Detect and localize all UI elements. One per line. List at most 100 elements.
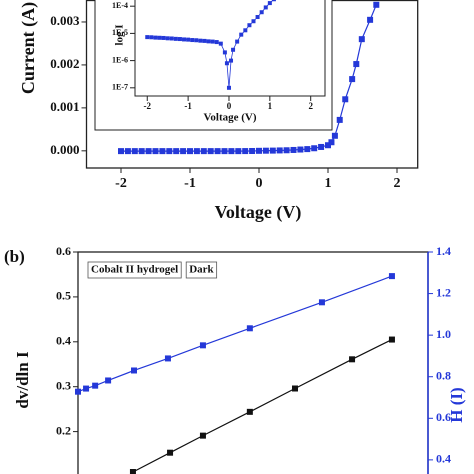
data-point xyxy=(214,40,219,45)
y2-tick-label: 1.4 xyxy=(436,244,451,258)
data-point xyxy=(331,132,338,139)
data-point xyxy=(177,37,182,42)
data-point xyxy=(92,382,99,389)
data-point xyxy=(182,37,187,42)
data-point xyxy=(202,38,207,43)
series-line xyxy=(147,0,274,88)
y-axis-label: log I xyxy=(114,24,126,45)
data-point xyxy=(166,148,173,155)
data-point xyxy=(358,36,365,43)
data-point xyxy=(243,28,248,33)
legend-annotation: Dark xyxy=(189,264,214,276)
y-tick-label: 0.3 xyxy=(56,378,71,392)
series-line xyxy=(77,275,393,393)
x-tick-label: 1 xyxy=(325,176,332,191)
data-point xyxy=(198,38,203,43)
data-point xyxy=(373,1,380,8)
data-point xyxy=(311,145,318,152)
y2-tick-label: 0.8 xyxy=(436,368,451,382)
y-axis-label: Current (A) xyxy=(18,2,39,94)
data-point xyxy=(276,147,283,154)
x-tick-label: 2 xyxy=(394,176,401,191)
panel-label: (b) xyxy=(4,247,25,266)
data-point xyxy=(169,36,174,41)
data-point xyxy=(199,342,206,349)
data-point xyxy=(263,5,268,10)
plot-frame xyxy=(134,0,326,97)
data-point xyxy=(269,147,276,154)
data-point xyxy=(145,148,152,155)
x-axis-label: Voltage (V) xyxy=(203,112,256,124)
data-point xyxy=(186,37,191,42)
data-point xyxy=(210,39,215,44)
data-point xyxy=(249,147,256,154)
data-point xyxy=(304,146,311,153)
data-point xyxy=(173,36,178,41)
data-point xyxy=(165,36,170,41)
data-point xyxy=(167,449,174,456)
data-point xyxy=(283,147,290,154)
data-point xyxy=(342,96,349,103)
data-point xyxy=(242,148,249,155)
y-tick-label: 0.003 xyxy=(50,13,80,28)
data-point xyxy=(271,0,276,2)
y-tick-label: 0.2 xyxy=(56,423,71,437)
data-point xyxy=(255,15,260,20)
data-point xyxy=(224,61,229,66)
data-point xyxy=(349,356,356,363)
x-tick-label: 0 xyxy=(256,176,263,191)
data-point xyxy=(388,336,395,343)
data-point xyxy=(292,385,298,392)
legend-box xyxy=(87,261,182,279)
x-tick-label: 1 xyxy=(268,101,273,111)
y2-tick-label: 0.6 xyxy=(436,410,451,424)
data-point xyxy=(239,32,244,37)
data-point xyxy=(229,58,234,63)
y2-tick-label: 1.2 xyxy=(436,285,451,299)
data-point xyxy=(200,148,207,155)
x-tick-label: -2 xyxy=(144,101,152,111)
y2-axis-label: H (I) xyxy=(447,387,466,422)
data-point xyxy=(318,299,325,306)
data-point xyxy=(161,35,166,40)
x-tick-label: -2 xyxy=(115,176,127,191)
x-tick-label: -1 xyxy=(184,101,192,111)
data-point xyxy=(231,47,236,52)
y-axis-label: dv/dln I xyxy=(13,351,32,409)
data-point xyxy=(228,148,235,155)
data-point xyxy=(235,39,240,44)
data-point xyxy=(149,35,154,40)
data-point xyxy=(164,355,171,362)
data-point xyxy=(153,35,158,40)
data-point xyxy=(221,148,228,155)
data-point xyxy=(118,148,124,155)
data-point xyxy=(328,139,335,146)
y2-tick-label: 0.4 xyxy=(436,452,451,466)
legend-box xyxy=(185,261,218,279)
data-point xyxy=(190,38,195,43)
data-point xyxy=(388,273,395,280)
y-tick-label: 1E-6 xyxy=(112,55,128,64)
inset-box xyxy=(94,0,333,131)
data-point xyxy=(290,146,297,153)
y-tick-label: 0.4 xyxy=(56,334,71,348)
y-tick-label: 0.001 xyxy=(50,99,79,114)
data-point xyxy=(199,432,206,439)
data-point xyxy=(222,50,227,55)
plot-frame xyxy=(77,251,429,474)
y-tick-label: 1E-5 xyxy=(112,28,128,37)
y-tick-label: 0.000 xyxy=(50,142,79,157)
data-point xyxy=(131,367,137,374)
data-point xyxy=(124,148,131,155)
data-point xyxy=(367,16,374,23)
series-line xyxy=(121,4,377,152)
x-tick-label: 0 xyxy=(227,101,232,111)
data-point xyxy=(318,143,325,150)
data-point xyxy=(218,41,223,46)
data-point xyxy=(180,148,187,155)
data-point xyxy=(256,147,262,154)
legend-annotation: Cobalt II hydrogel xyxy=(91,264,178,276)
data-point xyxy=(75,388,81,395)
data-point xyxy=(267,1,272,6)
